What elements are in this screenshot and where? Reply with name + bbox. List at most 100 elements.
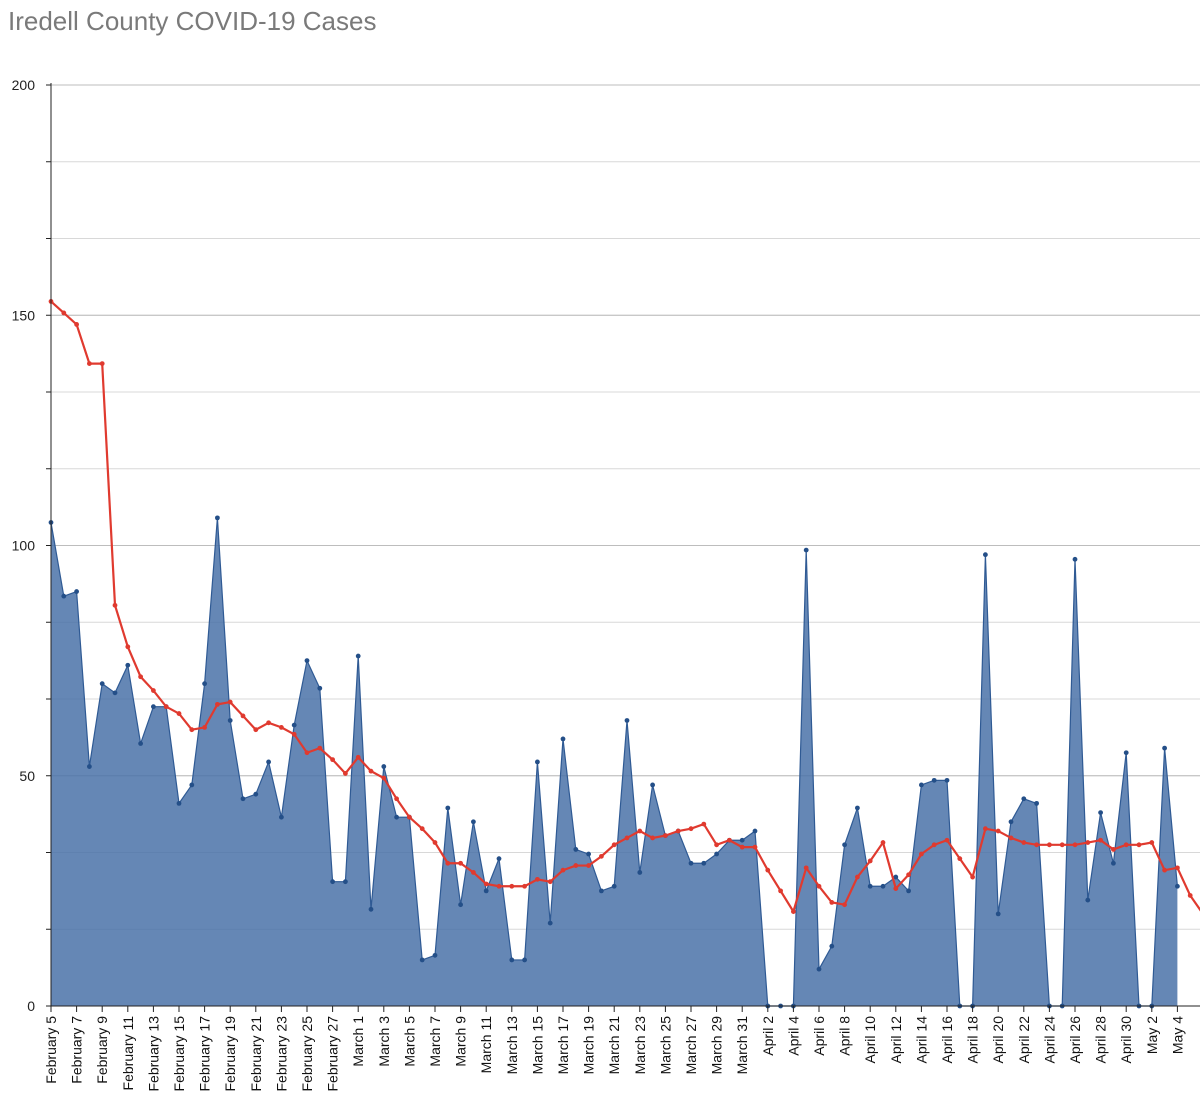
x-tick-label: April 14 <box>913 1016 929 1064</box>
line-point <box>1085 840 1091 845</box>
line-point <box>1059 842 1065 848</box>
x-tick-label: March 7 <box>427 1016 443 1067</box>
line-point <box>573 863 579 868</box>
x-tick-label: February 13 <box>145 1016 161 1092</box>
line-point <box>304 750 310 756</box>
chart-title: Iredell County COVID-19 Cases <box>8 6 377 36</box>
area-point <box>1111 860 1116 866</box>
area-point <box>611 883 617 889</box>
area-point <box>944 777 950 783</box>
area-point <box>151 704 156 710</box>
x-tick-label: March 25 <box>657 1016 673 1075</box>
x-tick-label: February 9 <box>94 1016 110 1084</box>
area-point <box>394 814 399 820</box>
area-point <box>1034 800 1039 806</box>
line-point <box>944 837 950 843</box>
x-tick-label: April 24 <box>1041 1016 1057 1064</box>
x-tick-label: May 2 <box>1144 1016 1160 1054</box>
line-point <box>266 720 271 726</box>
line-point <box>1162 867 1167 873</box>
x-tick-label: March 9 <box>453 1016 469 1067</box>
area-point <box>61 593 67 599</box>
line-point <box>509 883 515 889</box>
line-point <box>355 754 361 760</box>
line-point <box>906 872 911 878</box>
line-point <box>1047 842 1052 848</box>
line-point <box>1111 847 1116 852</box>
line-point <box>227 699 233 705</box>
line-point <box>112 602 118 608</box>
label-layer: 0 50 100 150 200 February 5 February 7 February… <box>12 77 1186 1091</box>
x-tick-label: March 21 <box>606 1016 622 1075</box>
area-point <box>1072 556 1078 562</box>
line-point <box>919 851 924 857</box>
x-tick-label: April 8 <box>837 1016 853 1056</box>
line-point <box>1008 835 1014 841</box>
line-point <box>483 881 489 887</box>
area-point <box>189 782 195 788</box>
area-point <box>138 741 144 746</box>
area-point <box>483 888 489 894</box>
area-point <box>496 856 502 862</box>
x-tick-label: May 4 <box>1169 1016 1185 1054</box>
area-point <box>893 874 899 880</box>
area-point <box>125 662 131 668</box>
line-layer <box>48 299 1200 915</box>
line-point <box>650 835 655 841</box>
line-point <box>957 856 963 862</box>
area-point <box>752 828 758 834</box>
line-point <box>586 863 591 868</box>
area-point <box>803 547 809 553</box>
line-point <box>803 865 809 871</box>
line-point <box>701 821 707 827</box>
line-point <box>1149 840 1155 845</box>
line-point <box>970 874 975 880</box>
x-tick-label: April 28 <box>1093 1016 1109 1064</box>
x-tick-label: February 21 <box>248 1016 264 1092</box>
area-point <box>1021 796 1027 802</box>
line-point <box>189 727 195 733</box>
x-tick-label: February 7 <box>69 1016 85 1084</box>
x-tick-label: March 5 <box>401 1016 417 1067</box>
area-point <box>266 759 271 765</box>
line-point <box>752 844 758 850</box>
line-point <box>496 883 502 889</box>
line-point <box>471 870 476 875</box>
area-point <box>1123 750 1129 756</box>
area-point <box>829 943 835 949</box>
area-point <box>1008 819 1014 825</box>
line-point <box>1175 865 1180 871</box>
line-point <box>1136 842 1142 848</box>
line-point <box>611 842 617 848</box>
line-point <box>624 835 630 841</box>
area-point <box>215 515 220 521</box>
line-point <box>1072 842 1078 848</box>
line-point <box>522 883 527 889</box>
line-point <box>1021 840 1027 845</box>
area-point <box>560 736 566 742</box>
line-point <box>343 771 348 776</box>
line-point <box>151 688 156 693</box>
x-tick-label: February 5 <box>43 1016 59 1084</box>
line-point <box>1187 893 1193 898</box>
line-point <box>880 840 886 845</box>
area-point <box>355 653 361 659</box>
x-tick-label: March 11 <box>478 1016 494 1074</box>
x-tick-label: April 18 <box>965 1016 981 1064</box>
area-point <box>919 782 924 788</box>
area-point <box>112 690 118 696</box>
y-tick-label: 200 <box>12 77 36 93</box>
line-point <box>368 768 374 774</box>
line-point <box>791 909 796 914</box>
line-point <box>279 724 284 730</box>
line-point <box>445 860 451 866</box>
area-point <box>624 718 630 723</box>
area-point <box>688 860 694 866</box>
area-point <box>547 920 553 926</box>
area-point <box>867 883 873 889</box>
x-tick-label: April 22 <box>1016 1016 1032 1064</box>
x-tick-label: February 17 <box>197 1016 213 1092</box>
line-point <box>61 310 67 316</box>
line-point <box>727 837 732 843</box>
